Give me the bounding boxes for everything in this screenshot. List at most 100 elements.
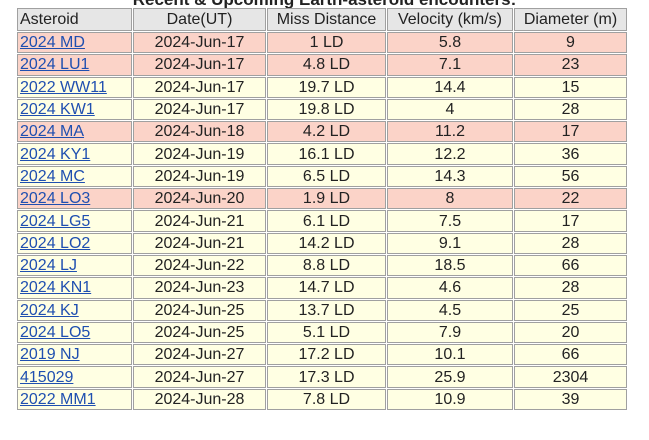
asteroid-link[interactable]: 2024 LU1	[20, 56, 90, 74]
table-row: 2024 KN1 2024-Jun-23 14.7 LD 4.6 28	[17, 277, 627, 299]
table-cell: 9	[514, 32, 627, 54]
table-row: 2024 MC 2024-Jun-19 6.5 LD 14.3 56	[17, 165, 627, 188]
asteroid-link[interactable]: 2024 LO2	[20, 234, 91, 252]
asteroid-link[interactable]: 2022 MM1	[20, 390, 96, 408]
table-cell: 7.1	[387, 54, 513, 76]
table-row: 2022 MM1 2024-Jun-28 7.8 LD 10.9 39	[17, 388, 627, 411]
table-cell: 13.7 LD	[267, 299, 386, 321]
table-cell: 2024-Jun-25	[133, 299, 266, 321]
table-row: 2024 KJ 2024-Jun-25 13.7 LD 4.5 25	[17, 299, 627, 321]
table-cell: 2024-Jun-18	[133, 121, 266, 143]
asteroid-link[interactable]: 2022 WW11	[20, 78, 107, 96]
table-cell: 5.8	[387, 32, 513, 54]
table-cell: 2024-Jun-17	[133, 98, 266, 121]
table-cell: 14.3	[387, 165, 513, 188]
table-row: 2022 WW11 2024-Jun-17 19.7 LD 14.4 15	[17, 76, 627, 98]
table-cell: 4	[387, 98, 513, 121]
asteroid-cell: 2024 LO5	[17, 321, 132, 344]
asteroid-cell: 415029	[17, 366, 132, 388]
asteroid-link[interactable]: 2024 KN1	[20, 279, 92, 297]
asteroid-cell: 2024 LO3	[17, 188, 132, 210]
table-cell: 39	[514, 388, 627, 411]
table-cell: 28	[514, 232, 627, 254]
asteroid-link[interactable]: 2024 KW1	[20, 101, 95, 119]
asteroid-link[interactable]: 415029	[20, 368, 74, 386]
asteroid-cell: 2024 LJ	[17, 254, 132, 277]
table-cell: 17.3 LD	[267, 366, 386, 388]
table-cell: 66	[514, 344, 627, 366]
asteroid-link[interactable]: 2024 MD	[20, 34, 85, 52]
asteroid-cell: 2024 LO2	[17, 232, 132, 254]
asteroid-link[interactable]: 2024 MA	[20, 123, 85, 141]
column-header: Diameter (m)	[514, 8, 627, 31]
asteroid-cell: 2024 MC	[17, 165, 132, 188]
table-cell: 6.5 LD	[267, 165, 386, 188]
table-cell: 15	[514, 76, 627, 98]
table-cell: 2024-Jun-21	[133, 210, 266, 232]
table-cell: 2024-Jun-19	[133, 165, 266, 188]
table-cell: 2024-Jun-17	[133, 32, 266, 54]
table-cell: 2024-Jun-23	[133, 277, 266, 299]
column-header: Asteroid	[17, 8, 132, 31]
table-cell: 2024-Jun-21	[133, 232, 266, 254]
table-cell: 10.9	[387, 388, 513, 411]
table-cell: 19.8 LD	[267, 98, 386, 121]
asteroid-cell: 2022 MM1	[17, 388, 132, 411]
table-cell: 8	[387, 188, 513, 210]
table-cell: 4.2 LD	[267, 121, 386, 143]
asteroid-cell: 2024 KN1	[17, 277, 132, 299]
table-cell: 4.5	[387, 299, 513, 321]
table-cell: 6.1 LD	[267, 210, 386, 232]
table-cell: 18.5	[387, 254, 513, 277]
asteroid-cell: 2024 MA	[17, 121, 132, 143]
table-cell: 2024-Jun-27	[133, 344, 266, 366]
asteroid-link[interactable]: 2019 NJ	[20, 346, 80, 364]
column-header: Miss Distance	[267, 8, 386, 31]
asteroid-cell: 2024 LU1	[17, 54, 132, 76]
table-cell: 20	[514, 321, 627, 344]
table-cell: 22	[514, 188, 627, 210]
header-row: Asteroid Date(UT) Miss Distance Velocity (k…	[17, 8, 627, 31]
asteroid-link[interactable]: 2024 LG5	[20, 212, 91, 230]
table-cell: 4.6	[387, 277, 513, 299]
table-row: 2024 KY1 2024-Jun-19 16.1 LD 12.2 36	[17, 143, 627, 165]
table-row: 2024 LG5 2024-Jun-21 6.1 LD 7.5 17	[17, 210, 627, 232]
table-cell: 2024-Jun-17	[133, 76, 266, 98]
table-cell: 2024-Jun-17	[133, 54, 266, 76]
table-row: 2024 MA 2024-Jun-18 4.2 LD 11.2 17	[17, 121, 627, 143]
asteroid-link[interactable]: 2024 LO3	[20, 190, 91, 208]
table-cell: 17.2 LD	[267, 344, 386, 366]
table-cell: 14.4	[387, 76, 513, 98]
table-row: 2024 MD 2024-Jun-17 1 LD 5.8 9	[17, 32, 627, 54]
table-cell: 5.1 LD	[267, 321, 386, 344]
asteroid-link[interactable]: 2024 KJ	[20, 301, 79, 319]
column-header: Velocity (km/s)	[387, 8, 513, 31]
asteroid-link[interactable]: 2024 KY1	[20, 145, 91, 163]
table-cell: 66	[514, 254, 627, 277]
table-cell: 1 LD	[267, 32, 386, 54]
table-cell: 14.7 LD	[267, 277, 386, 299]
table-cell: 2024-Jun-20	[133, 188, 266, 210]
asteroid-cell: 2024 KJ	[17, 299, 132, 321]
table-cell: 7.9	[387, 321, 513, 344]
table-cell: 17	[514, 121, 627, 143]
table-cell: 2304	[514, 366, 627, 388]
table-cell: 9.1	[387, 232, 513, 254]
table-cell: 7.8 LD	[267, 388, 386, 411]
table-cell: 17	[514, 210, 627, 232]
table-cell: 4.8 LD	[267, 54, 386, 76]
table-cell: 25.9	[387, 366, 513, 388]
column-header: Date(UT)	[133, 8, 266, 31]
asteroid-link[interactable]: 2024 LO5	[20, 324, 91, 341]
asteroid-link[interactable]: 2024 LJ	[20, 257, 77, 275]
table-cell: 2024-Jun-19	[133, 143, 266, 165]
table-row: 2024 KW1 2024-Jun-17 19.8 LD 4 28	[17, 98, 627, 121]
asteroid-cell: 2024 KW1	[17, 98, 132, 121]
table-row: 2024 LU1 2024-Jun-17 4.8 LD 7.1 23	[17, 54, 627, 76]
asteroid-link[interactable]: 2024 MC	[20, 167, 85, 185]
table-cell: 23	[514, 54, 627, 76]
table-cell: 2024-Jun-25	[133, 321, 266, 344]
table-cell: 28	[514, 98, 627, 121]
table-cell: 28	[514, 277, 627, 299]
